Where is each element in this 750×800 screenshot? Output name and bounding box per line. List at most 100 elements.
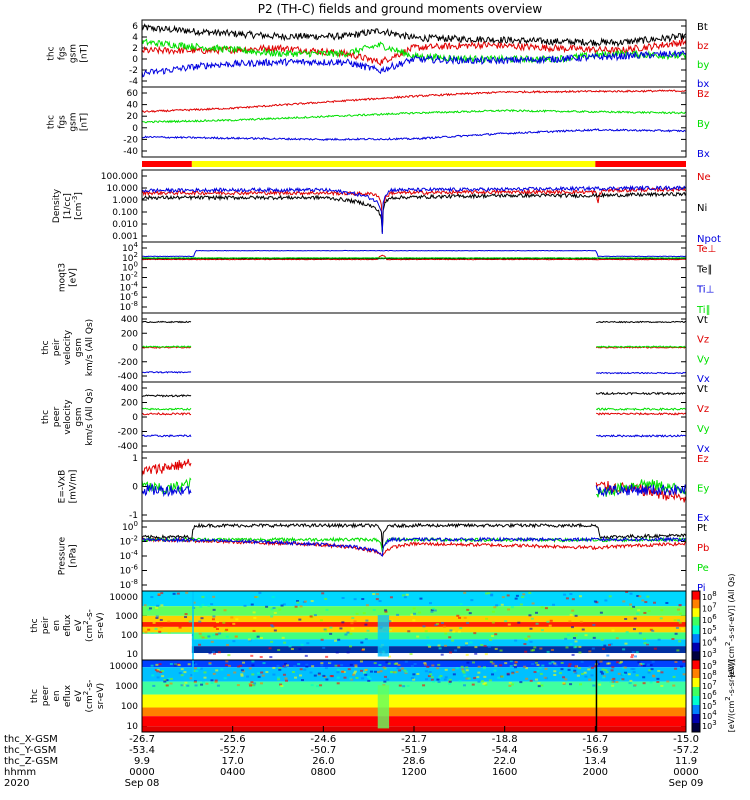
spectrogram-pixel — [519, 681, 523, 684]
spectrogram-pixel — [208, 663, 212, 666]
spectrogram-pixel — [169, 682, 173, 685]
spectrogram-pixel — [208, 652, 212, 655]
spectrogram-pixel — [155, 616, 159, 619]
spectrogram-pixel — [644, 601, 648, 604]
series-line-Bt — [141, 23, 687, 48]
spectrogram-pixel — [529, 627, 533, 630]
spectrogram-pixel — [323, 676, 327, 679]
spectrogram-pixel — [227, 654, 231, 657]
xaxis-value: 1200 — [401, 767, 426, 778]
xaxis-row-label: thc_Y-GSM — [4, 745, 56, 756]
spectrogram-pixel — [443, 678, 447, 681]
spectrogram-pixel — [536, 664, 540, 667]
spectrogram-pixel — [449, 629, 453, 632]
spectrogram-pixel — [674, 667, 678, 670]
spectrogram-pixel — [554, 663, 558, 666]
spectrogram-pixel — [629, 679, 633, 682]
spectrogram-pixel — [635, 651, 639, 654]
spectrogram-pixel — [385, 661, 389, 664]
spectrogram-pixel — [500, 603, 504, 606]
spectrogram-pixel — [508, 681, 512, 684]
ylabel-line: [nT] — [80, 113, 90, 131]
spectrogram-pixel — [485, 617, 489, 620]
ytick-label: 10-6 — [120, 564, 139, 577]
spectrogram-pixel — [525, 677, 529, 680]
ytick-label: -200 — [118, 358, 139, 368]
spectrogram-pixel — [272, 606, 276, 609]
spectrogram-pixel — [615, 681, 619, 684]
spectrogram-pixel — [273, 611, 277, 614]
spectrogram-pixel — [523, 643, 527, 646]
spectrogram-pixel — [253, 682, 257, 685]
spectrogram-pixel — [309, 671, 313, 674]
legend-entry: Vx — [697, 444, 710, 455]
spectrogram-pixel — [248, 683, 252, 686]
spectrogram-pixel — [423, 662, 427, 665]
legend-entry: Pb — [697, 543, 709, 554]
spectrogram-pixel — [320, 638, 324, 641]
panel-efield: E=-VxB [mV/m] 1 0 -1 Ez Ey Ex — [58, 451, 709, 524]
spectrogram-pixel — [642, 637, 646, 640]
spectrogram-pixel — [483, 644, 487, 647]
spectrogram-pixel — [325, 608, 329, 611]
spectrogram-pixel — [578, 667, 582, 670]
series-line-Ti⊥ — [141, 249, 687, 258]
ylabel-line: E=-VxB — [58, 470, 68, 504]
spectrogram-pixel — [323, 628, 327, 631]
spectrogram-pixel — [372, 609, 376, 612]
spectrogram-pixel — [277, 649, 281, 652]
series-line-Ez — [141, 458, 687, 503]
spectrogram-pixel — [539, 647, 543, 650]
ylabel-line: gsm — [69, 44, 79, 63]
plot-title: P2 (TH-C) fields and ground moments over… — [258, 2, 543, 16]
spectrogram-pixel — [293, 665, 297, 668]
spectrogram-pixel — [337, 638, 341, 641]
spectrogram-pixel — [458, 680, 462, 683]
ytick-label: 1000 — [115, 682, 138, 692]
spectrogram-pixel — [364, 668, 368, 671]
spectrogram-pixel — [210, 640, 214, 643]
spectrogram-pixel — [197, 667, 201, 670]
spectrogram-pixel — [647, 671, 651, 674]
spectrogram-pixel — [152, 684, 156, 687]
spectrogram-pixel — [649, 628, 653, 631]
spectrogram-pixel — [402, 685, 406, 688]
legend-entry: Vz — [697, 404, 709, 415]
spectrogram-pixel — [366, 676, 370, 679]
spectrogram-pixel — [576, 674, 580, 677]
spectrogram-pixel — [656, 680, 660, 683]
ylabel-line: peer — [52, 406, 62, 427]
spectrogram-pixel — [210, 681, 214, 684]
spectrogram-pixel — [324, 629, 328, 632]
spectrogram-pixel — [335, 651, 339, 654]
panel-frame — [141, 86, 687, 158]
spectrogram-pixel — [404, 660, 408, 663]
spectrogram-pixel — [237, 665, 241, 668]
spectrogram-pixel — [424, 630, 428, 633]
spectrogram-pixel — [367, 679, 371, 682]
spectrogram-pixel — [651, 629, 655, 632]
spectrogram-pixel — [150, 596, 154, 599]
spectrogram-pixel — [635, 674, 639, 677]
spectrogram-pixel — [278, 608, 282, 611]
spectrogram-pixel — [592, 623, 596, 626]
spectrogram-pixel — [568, 620, 572, 623]
spectrogram-pixel — [660, 684, 664, 687]
spectrogram-pixel — [621, 673, 625, 676]
spectrogram-pixel — [657, 638, 661, 641]
spectrogram-pixel — [659, 617, 663, 620]
legend-entry: By — [697, 119, 710, 130]
spectrogram-pixel — [537, 685, 541, 688]
panel-frame — [141, 520, 687, 592]
spectrogram-pixel — [184, 681, 188, 684]
spectrogram-pixel — [277, 678, 281, 681]
spectrogram-pixel — [583, 671, 587, 674]
xaxis-value: -26.7 — [129, 734, 155, 745]
spectrogram-pixel — [205, 682, 209, 685]
spectrogram-pixel — [329, 632, 333, 635]
spectrogram-pixel — [428, 645, 432, 648]
ytick-label: -40 — [123, 147, 138, 157]
spectrogram-pixel — [211, 618, 215, 621]
spectrogram-pixel — [299, 674, 303, 677]
